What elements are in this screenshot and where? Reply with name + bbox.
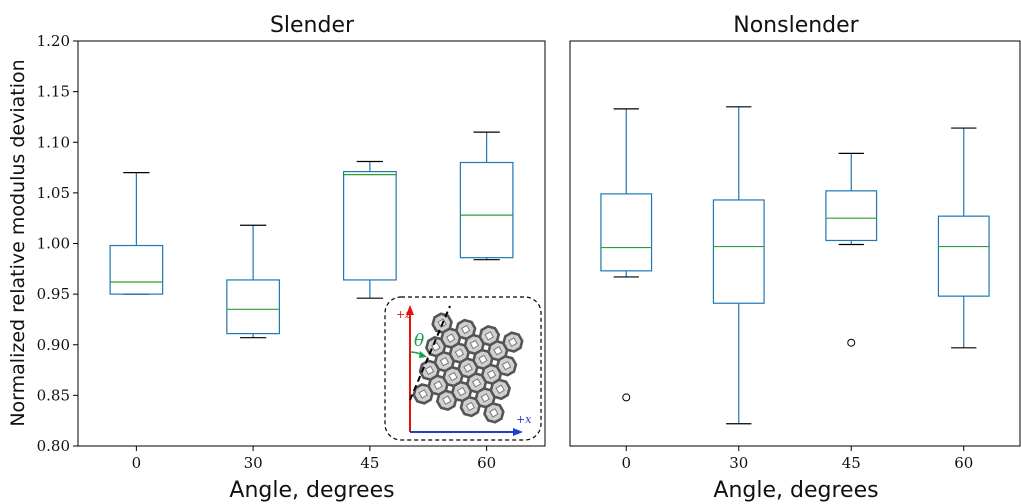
y-tick-label: 1.20 [37,32,70,50]
x-tick-label: 60 [954,454,973,472]
y-axis-slender: 0.80 0.85 0.90 0.95 1.00 1.05 1.10 1.15 1.20 [37,32,78,455]
lattice-pore [489,408,499,418]
lattice-pore [446,333,456,343]
panel-title-nonslender: Nonslender [733,13,859,38]
outlier-point [622,393,631,402]
lattice-pore [463,363,473,373]
lattice-pore [418,389,428,399]
y-tick-label: 0.90 [37,336,70,354]
lattice-pore [424,365,435,376]
inset-lattice-diagram: +z +x θ [384,296,542,441]
lattice-pore [480,393,490,403]
lattice-pore [465,401,476,412]
iqr-box [600,193,653,272]
box-nonslender-0 [600,108,653,402]
box-slender-30 [226,224,280,339]
y-tick-label: 1.05 [37,184,70,202]
lattice-pore [460,324,471,335]
boxes-nonslender [600,106,990,425]
box-nonslender-45 [825,152,878,347]
lattice-pore [448,371,458,382]
lattice-pore [493,346,503,356]
boxes-slender [109,131,514,339]
box-slender-0 [109,172,164,295]
x-tick-label: 45 [360,454,379,472]
x-axis-label-inset: +x [516,413,532,426]
panel-nonslender: Nonslender 0 30 45 60 Angle, degrees [569,13,1021,503]
theta-label: θ [414,331,424,351]
iqr-box [937,215,990,297]
x-axis-label-nonslender: Angle, degrees [713,478,878,503]
x-tick-label: 30 [729,454,748,472]
lattice-pore [456,386,467,397]
loading-direction-line [409,305,451,401]
y-tick-label: 0.80 [37,437,70,455]
lattice-pore [484,331,494,341]
lattice-pore [501,360,512,371]
iqr-box [343,171,397,281]
lattice-pore [433,380,443,390]
x-axis-nonslender: 0 30 45 60 [621,446,973,472]
y-tick-label: 1.00 [37,235,70,253]
x-tick-label: 30 [244,454,263,472]
box-nonslender-30 [712,106,765,425]
lattice-pore [486,369,497,380]
iqr-box [459,161,514,259]
z-axis-arrowhead [406,305,414,315]
y-tick-label: 1.15 [37,83,70,101]
lattice-pore [478,354,488,365]
x-tick-label: 60 [477,454,496,472]
x-axis-slender: 0 30 45 60 [132,446,496,472]
lattice-pore [508,337,518,347]
iqr-box [825,190,878,242]
panel-title-slender: Slender [270,13,355,38]
lattice-pore [454,348,465,358]
plot-frame-nonslender [569,40,1021,447]
panel-slender: Slender 0.80 0.85 0.90 0.95 1.00 1.05 1.10 1.15… [7,13,546,503]
y-tick-label: 0.95 [37,285,70,303]
lattice-structure-illustration [412,312,524,424]
iqr-box [109,244,164,295]
y-tick-label: 1.10 [37,133,70,151]
box-nonslender-60 [937,127,990,349]
y-axis-label: Normalized relative modulus deviation [7,59,29,426]
lattice-pore [495,384,505,394]
x-tick-label: 45 [842,454,861,472]
y-tick-label: 0.85 [37,386,70,404]
box-slender-60 [459,131,514,261]
angle-arrowhead [419,351,427,358]
x-tick-label: 0 [621,454,631,472]
lattice-pore [439,356,450,367]
lattice-pore [442,395,452,405]
iqr-box [712,199,765,304]
x-axis-label-slender: Angle, degrees [229,478,394,503]
lattice-pore [469,339,480,350]
x-axis-arrowhead [513,428,523,436]
iqr-box [226,279,280,335]
z-axis-label: +z [396,308,411,321]
x-tick-label: 0 [132,454,142,472]
outlier-point [847,338,856,347]
box-slender-45 [343,160,397,299]
lattice-pore [471,378,482,388]
